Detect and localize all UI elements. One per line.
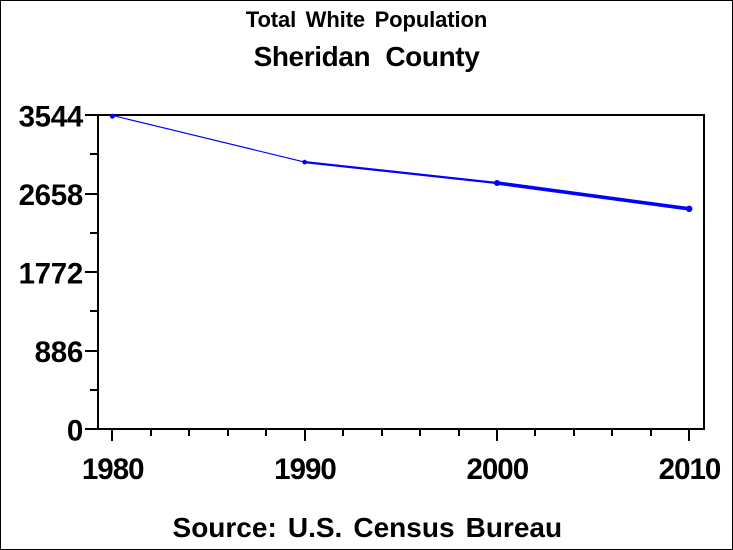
svg-text:886: 886 <box>35 336 83 369</box>
svg-text:Source: U.S. Census Bureau: Source: U.S. Census Bureau <box>173 512 563 543</box>
svg-text:Total White Population: Total White Population <box>246 7 487 32</box>
svg-text:2658: 2658 <box>19 179 83 212</box>
svg-text:3544: 3544 <box>19 101 84 134</box>
svg-text:1980: 1980 <box>82 453 144 486</box>
svg-text:2010: 2010 <box>659 453 721 486</box>
svg-text:1990: 1990 <box>274 453 336 486</box>
svg-text:Sheridan County: Sheridan County <box>254 41 481 72</box>
svg-text:2000: 2000 <box>466 453 528 486</box>
svg-text:1772: 1772 <box>19 257 83 290</box>
svg-text:0: 0 <box>67 414 83 447</box>
